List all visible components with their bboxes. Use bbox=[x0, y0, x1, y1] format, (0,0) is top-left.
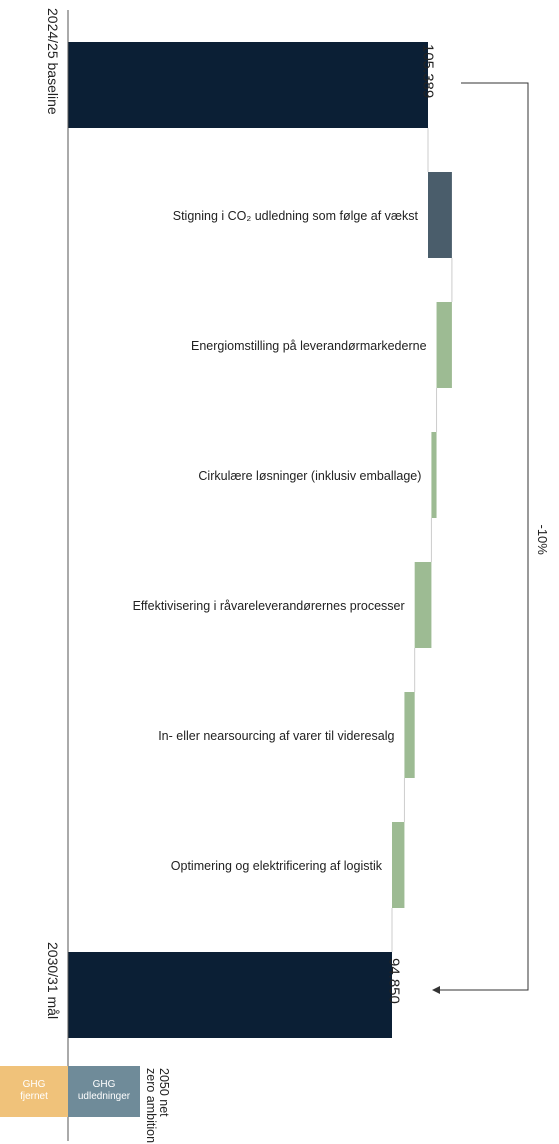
category-label-target: 2030/31 mål bbox=[45, 942, 61, 1019]
connector-lines bbox=[391, 128, 453, 952]
step-label-3: Cirkulære løsninger (inklusiv emballage) bbox=[198, 469, 421, 483]
chart-labels: 105.389 2024/25 baseline Stigning i CO₂ ud… bbox=[45, 8, 437, 1019]
ghg-emissions-bar bbox=[68, 1066, 140, 1117]
bar-target bbox=[68, 952, 392, 1038]
bar-step-4 bbox=[414, 562, 432, 648]
bar-step-2 bbox=[436, 302, 452, 388]
bar-step-5 bbox=[404, 692, 415, 778]
bracket-arrowhead bbox=[431, 986, 440, 994]
step-label-5: In- eller nearsourcing af varer til vide… bbox=[158, 729, 394, 743]
step-label-1: Stigning i CO₂ udledning som følge af væ… bbox=[173, 209, 419, 223]
bracket-line bbox=[439, 82, 529, 991]
bar-step-6 bbox=[391, 822, 405, 908]
value-label-baseline: 105.389 bbox=[420, 44, 437, 98]
change-bracket: -10% bbox=[431, 82, 550, 994]
value-label-target: 94.850 bbox=[386, 958, 403, 1004]
bar-baseline bbox=[68, 42, 428, 128]
bar-step-3 bbox=[431, 432, 437, 518]
ghg-removed-label: GHG fjernet bbox=[20, 1079, 48, 1102]
ghg-removed-bar bbox=[0, 1066, 68, 1117]
change-percent-label: -10% bbox=[535, 525, 550, 556]
bar-step-1 bbox=[428, 172, 452, 258]
net-zero-label: 2050 netzero ambition bbox=[144, 1068, 171, 1143]
step-label-6: Optimering og elektrificering af logisti… bbox=[171, 859, 383, 873]
ghg-emissions-label: GHG udledninger bbox=[78, 1079, 131, 1102]
step-label-2: Energiomstilling på leverandørmarkederne bbox=[191, 339, 427, 353]
net-zero-section: GHG fjernet GHG udledninger 2050 netzero amb… bbox=[0, 1066, 171, 1143]
chart-bars bbox=[68, 42, 452, 1038]
category-label-baseline: 2024/25 baseline bbox=[45, 8, 61, 115]
step-label-4: Effektivisering i råvareleverandørernes … bbox=[133, 599, 405, 613]
